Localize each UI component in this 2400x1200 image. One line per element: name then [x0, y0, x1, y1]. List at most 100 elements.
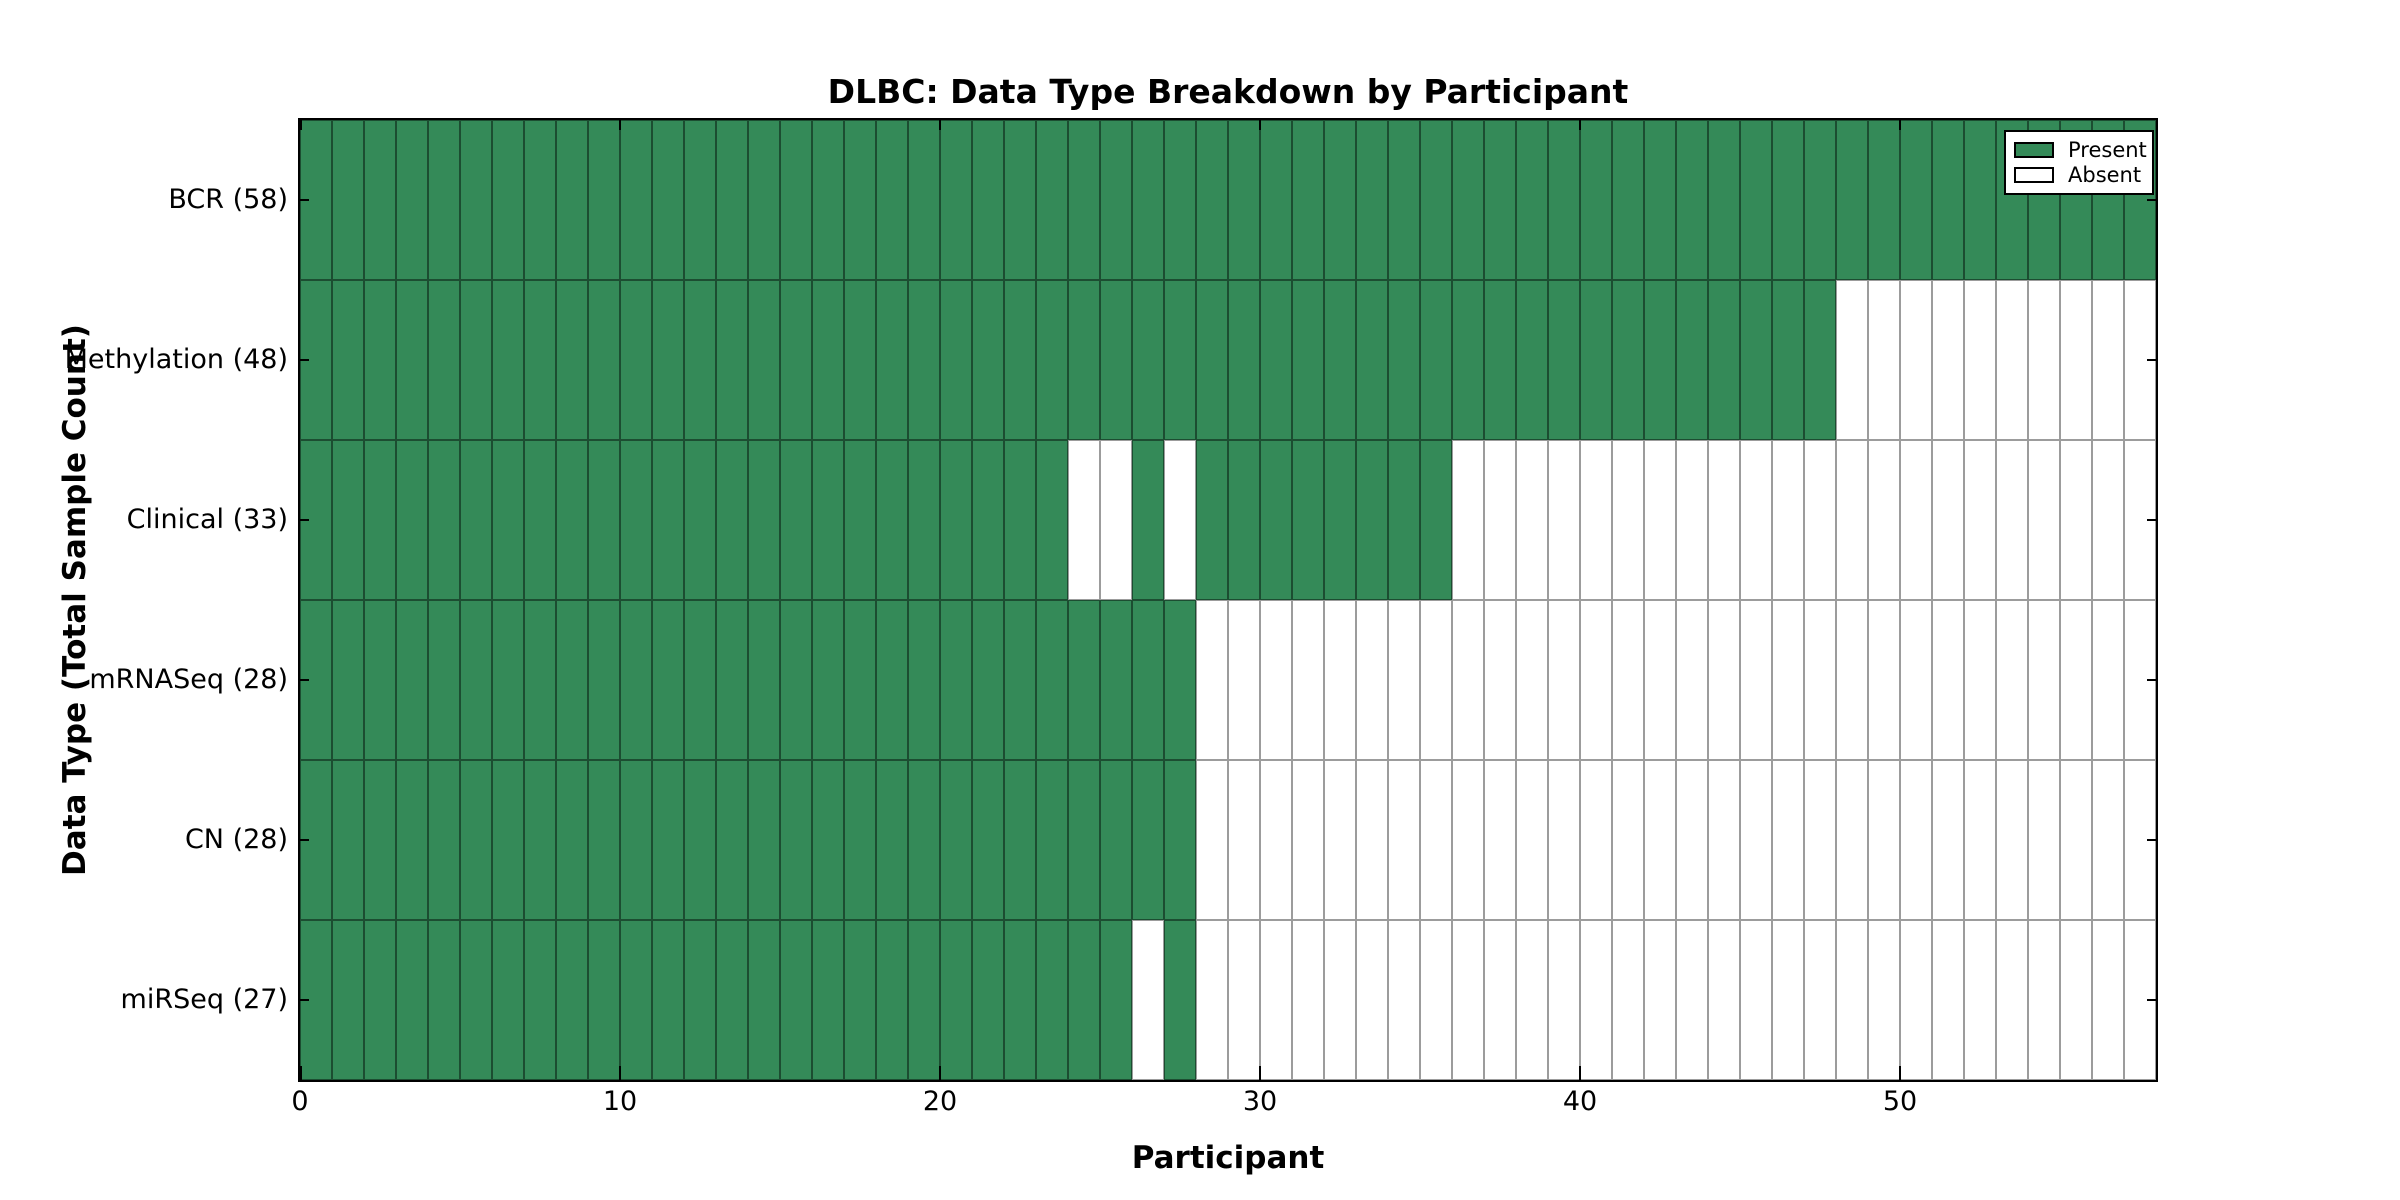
heatmap-cell: [1356, 920, 1388, 1080]
y-tick-label-miRSeq: miRSeq (27): [120, 984, 288, 1015]
heatmap-cell: [1452, 120, 1484, 280]
heatmap-cell: [1484, 760, 1516, 920]
heatmap-cell: [1356, 120, 1388, 280]
heatmap-cell: [1356, 280, 1388, 440]
heatmap-cell: [1644, 280, 1676, 440]
heatmap-cell: [748, 280, 780, 440]
heatmap-cell: [1452, 760, 1484, 920]
heatmap-cell: [1388, 440, 1420, 600]
y-tick-mark: [2147, 199, 2156, 201]
heatmap-row-miRSeq: [300, 920, 2156, 1080]
heatmap-cell: [364, 600, 396, 760]
heatmap-cell: [1228, 760, 1260, 920]
heatmap-cell: [1004, 120, 1036, 280]
heatmap-cell: [844, 440, 876, 600]
heatmap-cell: [1836, 280, 1868, 440]
heatmap-cell: [1868, 600, 1900, 760]
y-tick-mark: [300, 199, 309, 201]
heatmap-cell: [2060, 760, 2092, 920]
heatmap-cell: [1580, 920, 1612, 1080]
heatmap-cell: [1196, 920, 1228, 1080]
heatmap-cell: [364, 440, 396, 600]
heatmap-cell: [1292, 600, 1324, 760]
heatmap-cell: [428, 760, 460, 920]
heatmap-cell: [1676, 440, 1708, 600]
heatmap-cell: [1164, 600, 1196, 760]
heatmap-cell: [1868, 280, 1900, 440]
heatmap-cell: [396, 440, 428, 600]
heatmap-cell: [1324, 440, 1356, 600]
heatmap-cell: [1068, 920, 1100, 1080]
heatmap-cell: [1292, 440, 1324, 600]
heatmap-cell: [1324, 120, 1356, 280]
y-tick-mark: [2147, 999, 2156, 1001]
heatmap-cell: [972, 440, 1004, 600]
heatmap-cell: [1996, 600, 2028, 760]
heatmap-cell: [748, 440, 780, 600]
heatmap-cell: [1580, 280, 1612, 440]
heatmap-cell: [1068, 120, 1100, 280]
heatmap-cell: [1420, 440, 1452, 600]
heatmap-cell: [1484, 920, 1516, 1080]
heatmap-cell: [1292, 120, 1324, 280]
heatmap-cell: [1036, 440, 1068, 600]
heatmap-cell: [1804, 120, 1836, 280]
heatmap-cell: [1772, 760, 1804, 920]
x-tick-mark: [1259, 120, 1261, 130]
heatmap-cell: [844, 280, 876, 440]
heatmap-cell: [1996, 920, 2028, 1080]
heatmap-cell: [2028, 920, 2060, 1080]
heatmap-cell: [1740, 440, 1772, 600]
heatmap-cell: [972, 600, 1004, 760]
x-tick-mark: [1899, 1066, 1901, 1080]
heatmap-cell: [876, 920, 908, 1080]
heatmap-cell: [844, 120, 876, 280]
heatmap-cell: [652, 440, 684, 600]
heatmap-cell: [1260, 600, 1292, 760]
heatmap-cell: [364, 920, 396, 1080]
heatmap-cell: [1484, 440, 1516, 600]
heatmap-cell: [684, 920, 716, 1080]
heatmap-cell: [1836, 760, 1868, 920]
heatmap-cell: [1676, 760, 1708, 920]
heatmap-cell: [492, 120, 524, 280]
y-tick-mark: [300, 359, 309, 361]
y-tick-mark: [300, 679, 309, 681]
heatmap-cell: [556, 120, 588, 280]
heatmap-cell: [972, 120, 1004, 280]
heatmap-cell: [460, 440, 492, 600]
heatmap-cell: [620, 760, 652, 920]
legend-label-present: Present: [2068, 138, 2147, 162]
x-axis-label: Participant: [1131, 1140, 1325, 1176]
heatmap-cell: [812, 280, 844, 440]
y-tick-label-BCR: BCR (58): [168, 184, 288, 215]
heatmap-cell: [844, 920, 876, 1080]
heatmap-cell: [876, 760, 908, 920]
y-tick-label-Clinical: Clinical (33): [126, 504, 288, 535]
heatmap-cell: [2092, 760, 2124, 920]
heatmap-cell: [1100, 760, 1132, 920]
heatmap-cell: [1036, 280, 1068, 440]
heatmap-cell: [1164, 280, 1196, 440]
heatmap-cell: [1612, 600, 1644, 760]
heatmap-cell: [1164, 120, 1196, 280]
heatmap-cell: [1548, 920, 1580, 1080]
heatmap-cell: [492, 600, 524, 760]
heatmap-cell: [524, 280, 556, 440]
heatmap-cell: [1452, 440, 1484, 600]
heatmap-cell: [1228, 280, 1260, 440]
y-tick-label-CN: CN (28): [184, 824, 288, 855]
x-tick-label: 40: [1562, 1086, 1598, 1117]
heatmap-cell: [2028, 280, 2060, 440]
heatmap-cell: [1804, 280, 1836, 440]
heatmap-cell: [2092, 920, 2124, 1080]
heatmap-cell: [1804, 440, 1836, 600]
heatmap-cell: [1804, 920, 1836, 1080]
x-tick-mark: [300, 1066, 302, 1080]
heatmap-cell: [1772, 440, 1804, 600]
heatmap-cell: [1068, 600, 1100, 760]
heatmap-cell: [332, 280, 364, 440]
heatmap-cell: [1708, 600, 1740, 760]
heatmap-cell: [748, 600, 780, 760]
heatmap-cell: [1356, 760, 1388, 920]
